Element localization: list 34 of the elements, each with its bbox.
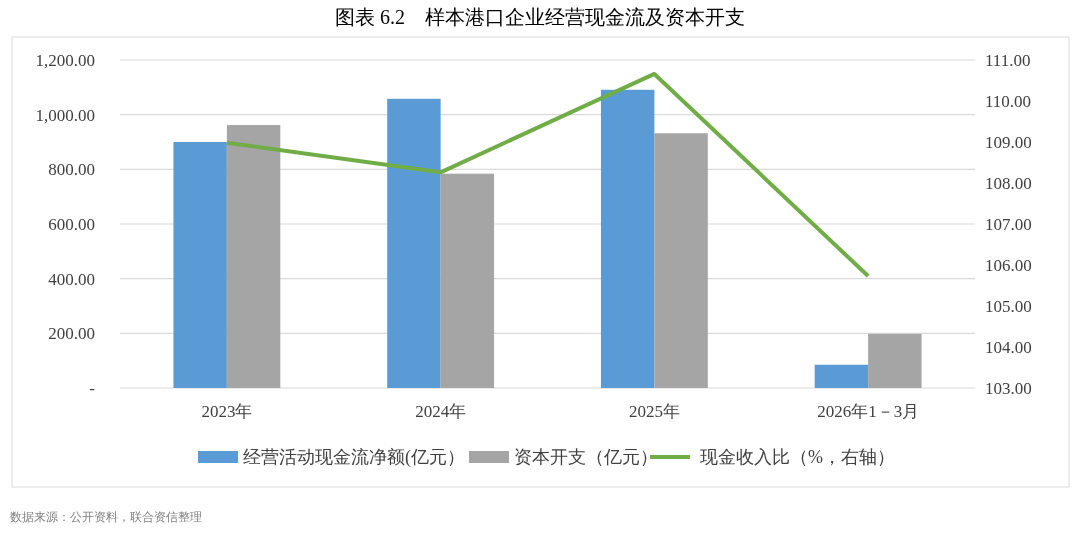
bar [600,89,655,388]
y2-tick-label: 109.00 [985,132,1032,152]
y2-tick-label: 107.00 [985,214,1032,234]
x-tick-label: 2023年 [201,402,253,421]
y-tick-label: 600.00 [48,214,95,234]
y2-tick-label: 104.00 [985,337,1032,357]
legend-label: 现金收入比（%，右轴） [700,447,895,468]
y-tick-label: 200.00 [48,324,95,344]
y2-tick-label: 103.00 [985,378,1032,398]
bar [226,125,281,388]
x-tick-label: 2025年 [628,402,680,421]
y-tick-label: - [89,378,96,398]
y-tick-label: 400.00 [48,269,95,289]
source-note: 数据来源：公开资料，联合资信整理 [10,510,202,524]
y2-tick-label: 108.00 [985,173,1032,193]
y2-tick-label: 105.00 [985,296,1032,316]
y2-tick-label: 111.00 [985,50,1031,70]
y2-tick-label: 110.00 [985,91,1032,111]
bar [814,364,869,388]
bar [654,133,708,388]
chart-title: 图表 6.2 样本港口企业经营现金流及资本开支 [335,6,745,28]
y-tick-label: 800.00 [48,160,95,180]
y-tick-label: 1,200.00 [35,50,95,70]
line-series [224,71,871,279]
bar [440,173,495,388]
x-tick-label: 2026年1－3月 [817,402,920,421]
y-tick-label: 1,000.00 [35,105,95,125]
legend-label: 经营活动现金流净额(亿元） [243,447,465,469]
bar [387,98,441,388]
bar [868,333,922,388]
y2-tick-label: 106.00 [985,255,1032,275]
legend-label: 资本开支（亿元） [514,447,658,468]
bar [173,142,227,388]
x-tick-label: 2024年 [415,402,467,421]
